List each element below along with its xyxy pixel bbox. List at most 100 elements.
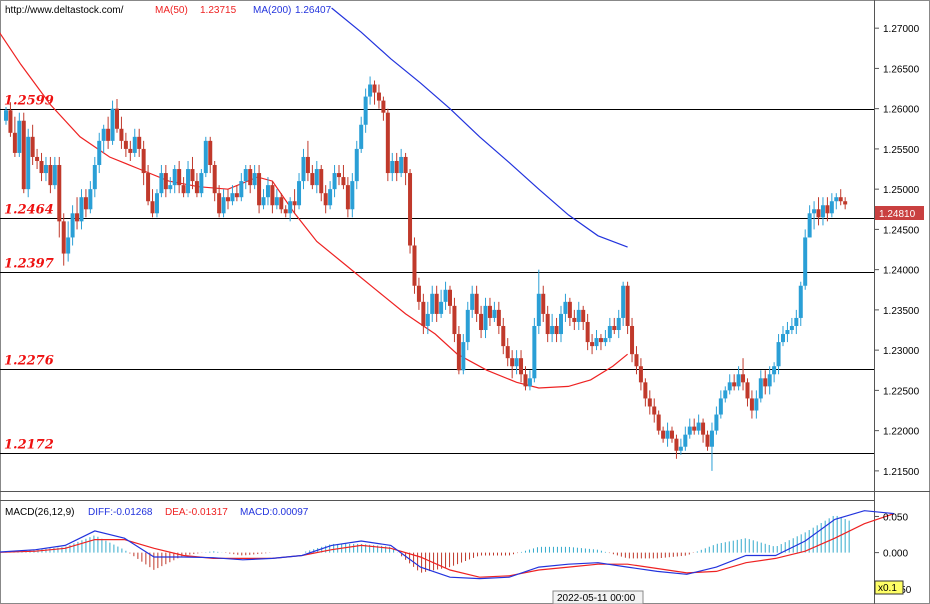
- candle-body: [843, 201, 848, 205]
- candle-body: [421, 301, 426, 326]
- candle-body: [763, 378, 768, 387]
- candle-body: [337, 173, 341, 178]
- price-tick-label: 1.24000: [883, 266, 920, 277]
- candle-body: [443, 289, 448, 302]
- candle-body: [634, 354, 639, 367]
- time-label: 2022-05-11 00:00: [557, 593, 636, 604]
- candle-body: [385, 112, 390, 174]
- candle-body: [265, 185, 270, 198]
- candle-body: [359, 124, 364, 149]
- current-price-box: [875, 206, 924, 220]
- candle-body: [661, 430, 666, 439]
- candle-body: [656, 414, 661, 431]
- macd-tick-label: 0.050: [883, 512, 908, 523]
- candle-body: [550, 325, 555, 335]
- candle-body: [803, 237, 808, 286]
- candle-body: [376, 92, 381, 101]
- candle-body: [781, 334, 785, 343]
- level-label: 1.2599: [4, 94, 54, 109]
- level-label: 1.2397: [4, 257, 54, 272]
- candle-body: [510, 358, 515, 367]
- candle-body: [88, 189, 93, 210]
- zoom-label[interactable]: x0.1: [878, 583, 897, 594]
- url-label[interactable]: http://www.deltastock.com/: [5, 5, 124, 16]
- candle-body: [328, 189, 333, 206]
- candle-body: [732, 382, 737, 387]
- candle-body: [305, 156, 310, 174]
- candle-body: [199, 173, 204, 194]
- candle-body: [820, 205, 825, 218]
- macd-tick-label: 0.000: [883, 549, 908, 560]
- candle-body: [563, 301, 568, 314]
- candle-body: [448, 289, 452, 306]
- support-resistance-levels: 1.2599 1.2464 1.2397 1.2276 1.2172: [0, 94, 874, 454]
- candle-body: [621, 285, 626, 318]
- price-tick-label: 1.25000: [883, 185, 920, 196]
- candle-body: [399, 156, 404, 174]
- candle-body: [630, 325, 635, 355]
- candle-body: [767, 374, 772, 387]
- ma50-line: [0, 32, 628, 389]
- candle-body: [416, 285, 421, 302]
- macd-diff-line: [0, 510, 895, 580]
- candle-body: [52, 165, 57, 186]
- macd-panel: [0, 510, 895, 580]
- price-tick-label: 1.26500: [883, 64, 920, 75]
- zoom-box[interactable]: [874, 580, 904, 595]
- candle-body: [186, 169, 191, 194]
- candle-body: [57, 165, 62, 222]
- candle-body: [607, 325, 612, 339]
- candle-body: [83, 197, 88, 210]
- candle-body: [461, 342, 466, 371]
- candle-body: [319, 169, 324, 194]
- candle-body: [723, 390, 728, 399]
- candle-body: [341, 177, 346, 186]
- level-label: 1.2276: [4, 354, 54, 369]
- price-tick-label: 1.24500: [883, 225, 920, 236]
- candle-body: [181, 185, 186, 194]
- candle-body: [101, 128, 106, 141]
- moving-averages: [0, 7, 628, 389]
- candle-body: [505, 346, 510, 359]
- candle-body: [70, 213, 75, 238]
- ma200-line: [331, 7, 628, 248]
- ma200-label: MA(200): [253, 5, 291, 16]
- candle-body: [132, 136, 137, 153]
- candle-body: [412, 245, 417, 286]
- candle-body: [332, 173, 337, 190]
- candle-body: [270, 185, 275, 206]
- candle-body: [252, 173, 257, 186]
- candle-body: [532, 325, 537, 379]
- candle-body: [230, 193, 235, 202]
- candle-body: [212, 165, 217, 194]
- candle-body: [523, 374, 528, 387]
- candle-body: [368, 84, 373, 97]
- macd-value-label: MACD:0.00097: [240, 507, 309, 518]
- candle-body: [816, 209, 821, 218]
- price-tick-label: 1.23000: [883, 346, 920, 357]
- candle-body: [35, 156, 40, 161]
- candle-body: [829, 201, 834, 214]
- level-label: 1.2464: [4, 203, 54, 218]
- price-tick-label: 1.21500: [883, 467, 920, 478]
- candle-body: [638, 366, 643, 383]
- candle-body: [687, 426, 692, 435]
- price-tick-label: 1.25500: [883, 145, 920, 156]
- candle-body: [106, 128, 111, 141]
- candle-body: [519, 358, 524, 375]
- candle-body: [647, 398, 652, 407]
- candle-body: [261, 197, 266, 206]
- candle-body: [696, 422, 701, 431]
- candle-body: [390, 160, 395, 174]
- candle-body: [665, 430, 670, 439]
- candle-body: [598, 338, 603, 343]
- candle-body: [292, 201, 297, 206]
- candle-body: [79, 197, 84, 222]
- price-tick-label: 1.23500: [883, 306, 920, 317]
- candle-body: [652, 406, 657, 415]
- candle-body: [603, 338, 608, 343]
- candles: [4, 76, 848, 471]
- candle-body: [12, 132, 17, 153]
